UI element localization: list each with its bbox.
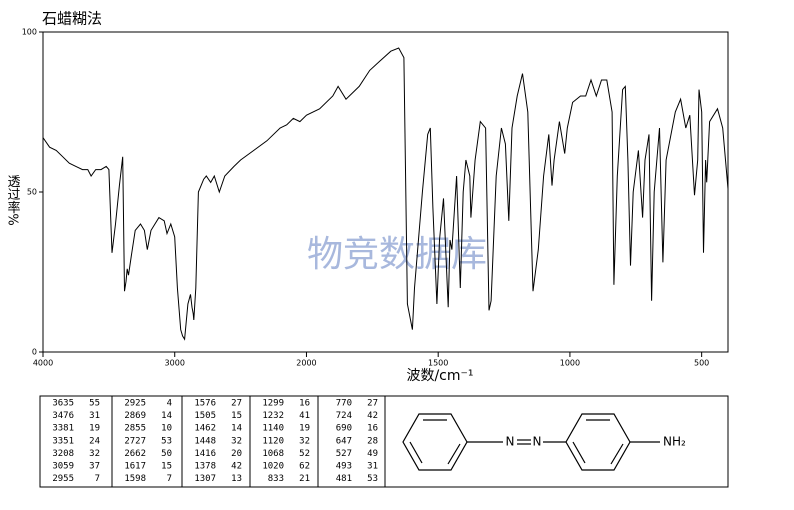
peak-transmittance: 53 [367,474,378,484]
peak-wavenumber: 493 [336,462,352,472]
peak-transmittance: 16 [367,424,378,434]
peak-transmittance: 27 [367,399,378,409]
peak-transmittance: 50 [161,449,172,459]
peak-wavenumber: 1598 [124,474,146,484]
peak-wavenumber: 3381 [52,424,74,434]
atom-label: N [506,435,515,449]
peak-transmittance: 19 [89,424,100,434]
peak-transmittance: 42 [231,462,242,472]
peak-transmittance: 20 [231,449,242,459]
peak-transmittance: 28 [367,436,378,446]
peak-wavenumber: 833 [268,474,284,484]
peak-wavenumber: 1505 [194,411,216,421]
atom-label: N [533,435,542,449]
peak-wavenumber: 481 [336,474,352,484]
y-tick-label: 0 [32,348,37,357]
peak-transmittance: 19 [299,424,310,434]
x-tick-label: 2000 [296,359,316,368]
spectrum-line [42,47,729,341]
peak-wavenumber: 2869 [124,411,146,421]
chart-title: 石蜡糊法 [42,10,102,28]
peak-wavenumber: 1068 [262,449,284,459]
peak-wavenumber: 1448 [194,436,216,446]
peak-wavenumber: 1617 [124,462,146,472]
x-tick-label: 500 [694,359,709,368]
peak-transmittance: 31 [367,462,378,472]
peak-transmittance: 10 [161,424,172,434]
peak-wavenumber: 3476 [52,411,74,421]
peak-wavenumber: 770 [336,399,352,409]
peak-wavenumber: 1576 [194,399,216,409]
peak-transmittance: 42 [367,411,378,421]
peak-transmittance: 49 [367,449,378,459]
peak-transmittance: 15 [161,462,172,472]
x-tick-label: 1000 [560,359,580,368]
watermark: 物竞数据库 [307,234,487,275]
peak-transmittance: 27 [231,399,242,409]
table-frame [39,395,729,488]
peak-transmittance: 24 [89,436,100,446]
peak-wavenumber: 527 [336,449,352,459]
peak-wavenumber: 2662 [124,449,146,459]
structure [402,413,660,471]
x-axis-label: 波数/cm⁻¹ [406,368,473,384]
peak-transmittance: 14 [231,424,242,434]
peak-wavenumber: 1140 [262,424,284,434]
peak-wavenumber: 3208 [52,449,74,459]
peak-wavenumber: 3635 [52,399,74,409]
peak-transmittance: 32 [299,436,310,446]
peak-transmittance: 7 [167,474,172,484]
peak-transmittance: 14 [161,411,172,421]
peak-wavenumber: 2727 [124,436,146,446]
peak-wavenumber: 2955 [52,474,74,484]
peak-wavenumber: 2855 [124,424,146,434]
plot-frame [42,31,729,353]
peak-wavenumber: 1307 [194,474,216,484]
peak-wavenumber: 724 [336,411,352,421]
peak-wavenumber: 1378 [194,462,216,472]
peak-wavenumber: 1416 [194,449,216,459]
peak-wavenumber: 690 [336,424,352,434]
peak-wavenumber: 1299 [262,399,284,409]
peak-transmittance: 41 [299,411,310,421]
peak-wavenumber: 1120 [262,436,284,446]
peak-transmittance: 7 [95,474,100,484]
peak-transmittance: 4 [167,399,172,409]
x-tick-label: 3000 [165,359,185,368]
y-axis-label: 透过率% [5,174,21,225]
peak-wavenumber: 647 [336,436,352,446]
peak-transmittance: 21 [299,474,310,484]
peak-wavenumber: 1020 [262,462,284,472]
peak-wavenumber: 2925 [124,399,146,409]
peak-wavenumber: 3059 [52,462,74,472]
peak-wavenumber: 1232 [262,411,284,421]
table-dividers [111,396,386,487]
x-tick-label: 1500 [428,359,448,368]
peak-transmittance: 37 [89,462,100,472]
peak-transmittance: 16 [299,399,310,409]
peak-transmittance: 55 [89,399,100,409]
atom-label: NH₂ [663,435,686,449]
peak-transmittance: 32 [231,436,242,446]
x-tick-label: 4000 [33,359,53,368]
peak-transmittance: 31 [89,411,100,421]
y-tick-label: 100 [22,28,37,37]
peak-wavenumber: 1462 [194,424,216,434]
peak-wavenumber: 3351 [52,436,74,446]
y-tick-label: 50 [27,188,37,197]
peak-transmittance: 13 [231,474,242,484]
peak-transmittance: 53 [161,436,172,446]
peak-transmittance: 62 [299,462,310,472]
peak-transmittance: 52 [299,449,310,459]
peak-transmittance: 32 [89,449,100,459]
peak-transmittance: 15 [231,411,242,421]
